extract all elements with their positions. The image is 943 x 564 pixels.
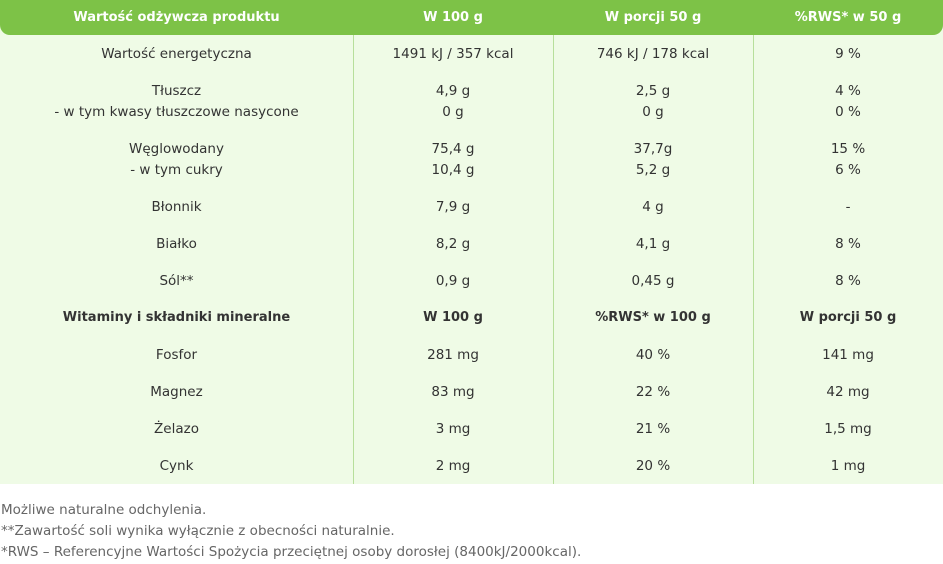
row-value-100g: 0 g	[442, 104, 464, 120]
row-label: - w tym kwasy tłuszczowe nasycone	[54, 104, 299, 120]
row-value-rws: 8 %	[835, 236, 861, 252]
row-value-rws: 8 %	[835, 273, 861, 289]
row-value-portion: 5,2 g	[635, 162, 671, 178]
row-value-100g: 75,4 g	[431, 141, 475, 157]
row-value-rws: 4 %	[835, 83, 861, 99]
column-divider	[353, 35, 354, 484]
vitamin-label: Cynk	[159, 458, 194, 474]
column-divider	[553, 35, 554, 484]
header-cell-per-portion: W porcji 50 g	[604, 10, 702, 25]
row-label: Tłuszcz	[151, 83, 202, 99]
row-label: Sól**	[159, 273, 194, 289]
row-label: Błonnik	[151, 199, 202, 215]
row-value-100g: 1491 kJ / 357 kcal	[392, 46, 514, 62]
header-cell-per-100g: W 100 g	[423, 10, 483, 25]
vitamin-value-rws: 22 %	[635, 384, 671, 400]
row-value-portion: 4,1 g	[635, 236, 671, 252]
row-value-100g: 7,9 g	[435, 199, 471, 215]
row-value-rws: 9 %	[835, 46, 861, 62]
header-cell-rws: %RWS* w 50 g	[794, 10, 902, 25]
nutrition-table: Wartość odżywcza produktu W 100 g W porc…	[0, 0, 943, 484]
vitamin-value-100g: 2 mg	[435, 458, 471, 474]
vitamin-value-portion: 1,5 mg	[824, 421, 872, 437]
vitamin-label: Fosfor	[155, 347, 198, 363]
footnote-salt: **Zawartość soli wynika wyłącznie z obec…	[1, 523, 395, 539]
row-value-portion: 4 g	[642, 199, 664, 215]
row-value-100g: 0,9 g	[435, 273, 471, 289]
vitamin-value-rws: 40 %	[635, 347, 671, 363]
row-value-rws: 0 %	[835, 104, 861, 120]
row-label: Węglowodany	[129, 141, 224, 157]
row-value-100g: 8,2 g	[435, 236, 471, 252]
row-value-rws: 6 %	[835, 162, 861, 178]
row-value-100g: 10,4 g	[431, 162, 475, 178]
row-value-rws: 15 %	[830, 141, 866, 157]
header-cell-product: Wartość odżywcza produktu	[73, 10, 280, 25]
row-value-rws: -	[845, 199, 851, 215]
vitamin-value-portion: 42 mg	[826, 384, 870, 400]
row-value-portion: 2,5 g	[635, 83, 671, 99]
vitamin-value-portion: 1 mg	[830, 458, 866, 474]
footnote-variation: Możliwe naturalne odchylenia.	[1, 502, 207, 518]
vitamin-value-rws: 21 %	[635, 421, 671, 437]
row-value-portion: 0 g	[642, 104, 664, 120]
vitamin-value-portion: 141 mg	[822, 347, 874, 363]
vitamins-header-label: Witaminy i składniki mineralne	[62, 310, 291, 325]
row-value-100g: 4,9 g	[435, 83, 471, 99]
row-value-portion: 37,7g	[633, 141, 673, 157]
vitamins-header-100g: W 100 g	[423, 310, 483, 325]
vitamin-value-rws: 20 %	[635, 458, 671, 474]
vitamin-value-100g: 281 mg	[427, 347, 479, 363]
row-value-portion: 0,45 g	[631, 273, 675, 289]
row-label: - w tym cukry	[130, 162, 223, 178]
vitamin-value-100g: 3 mg	[435, 421, 471, 437]
row-label: Wartość energetyczna	[101, 46, 252, 62]
vitamins-header-portion: W porcji 50 g	[799, 310, 897, 325]
vitamins-header-rws: %RWS* w 100 g	[595, 310, 711, 325]
row-label: Białko	[156, 236, 197, 252]
table-header: Wartość odżywcza produktu W 100 g W porc…	[0, 0, 943, 35]
vitamin-label: Magnez	[150, 384, 203, 400]
vitamin-label: Żelazo	[154, 421, 199, 437]
column-divider	[753, 35, 754, 484]
row-value-portion: 746 kJ / 178 kcal	[596, 46, 710, 62]
vitamin-value-100g: 83 mg	[431, 384, 475, 400]
footnote-rws: *RWS – Referencyjne Wartości Spożycia pr…	[1, 544, 582, 560]
